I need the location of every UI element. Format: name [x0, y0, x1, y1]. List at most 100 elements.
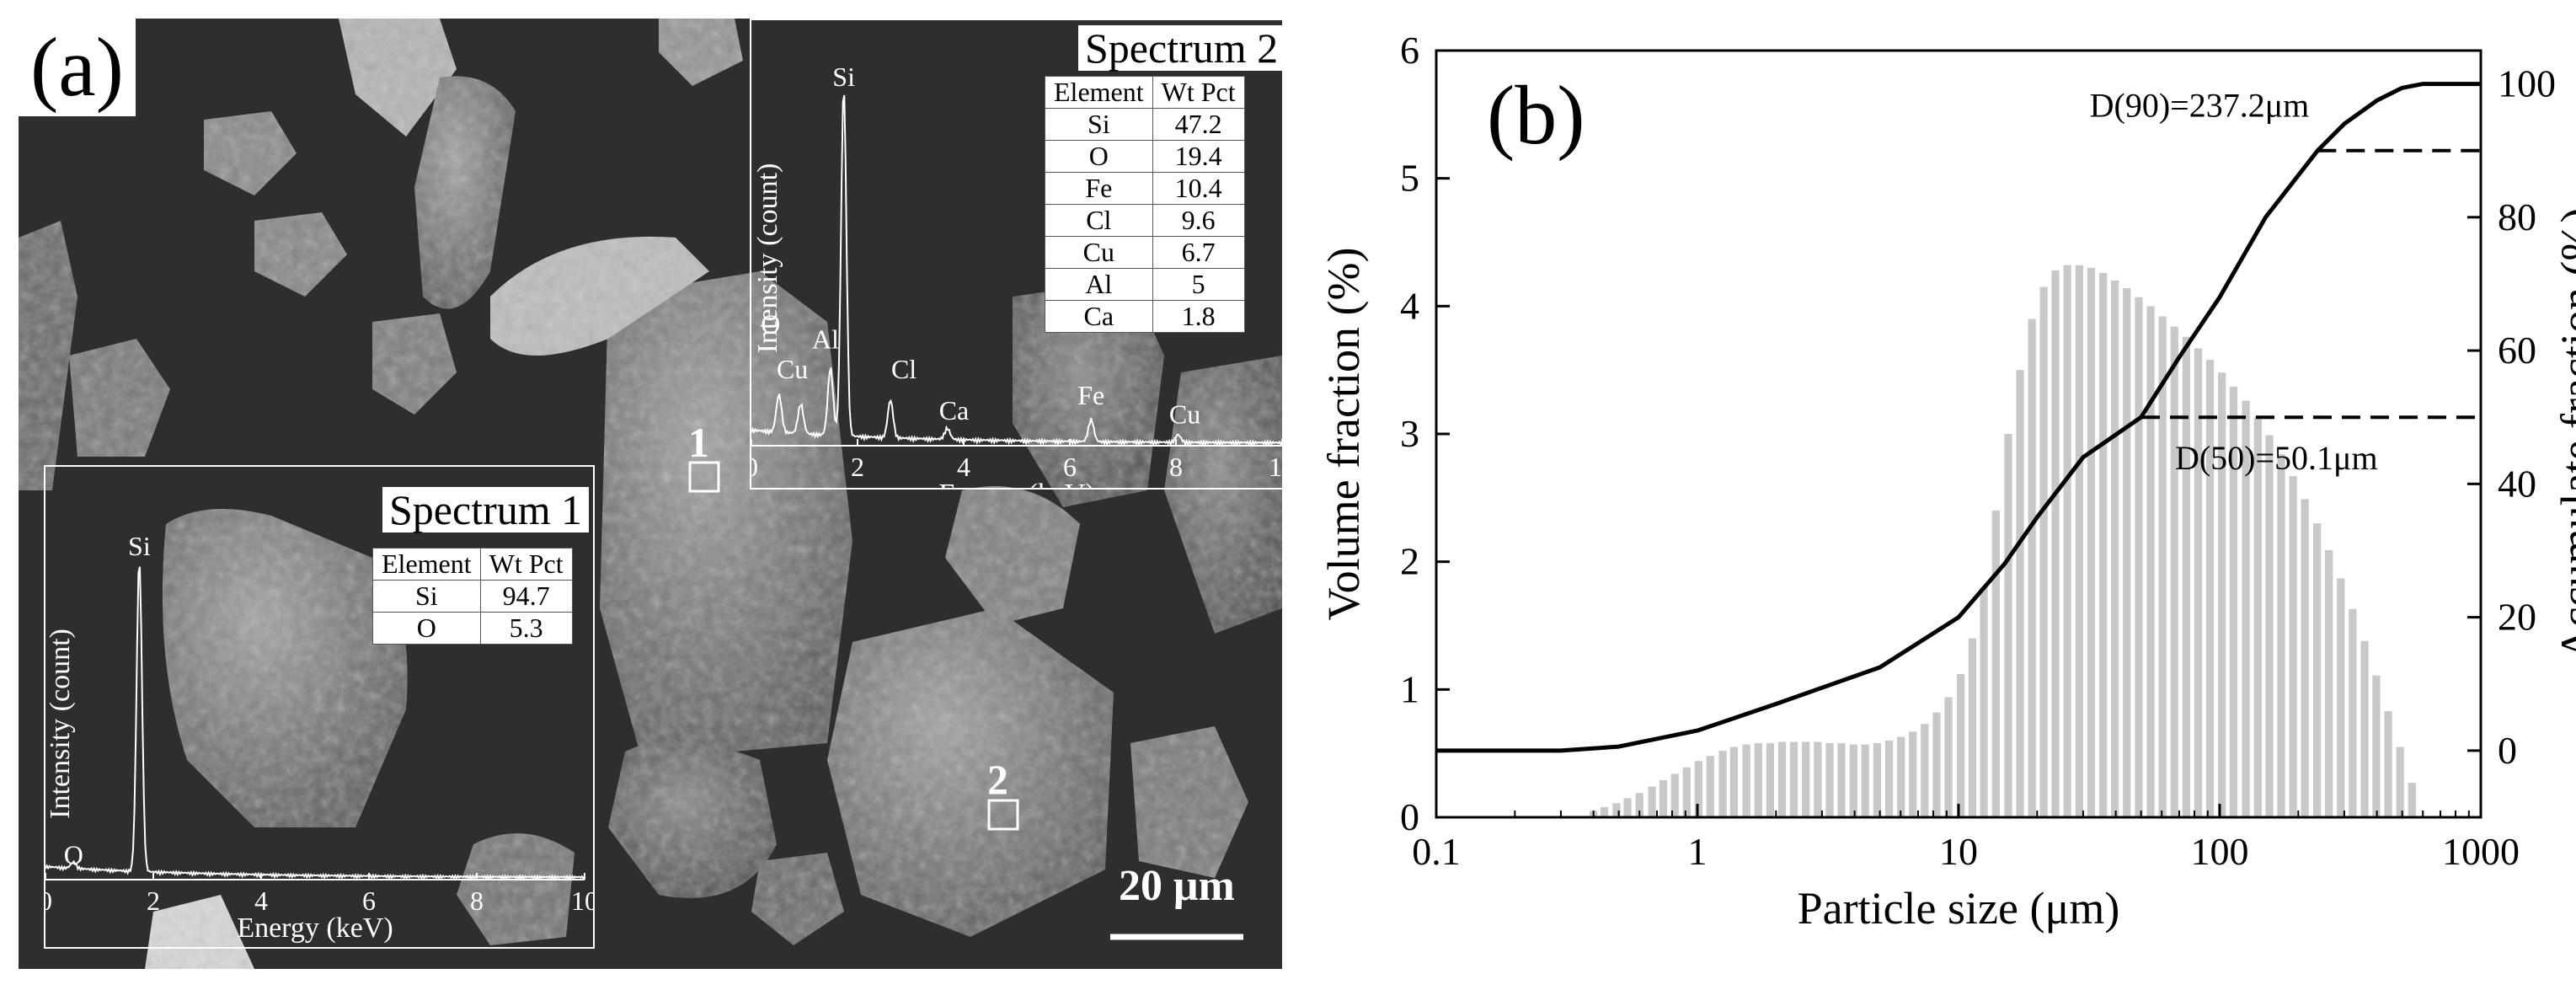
bar: [1623, 798, 1632, 817]
psd-panel: D(90)=237.2μm D(50)=50.1μm 0.1 1 10 100 1000 Pa…: [1280, 0, 2576, 986]
bar: [2194, 348, 2203, 818]
spectrum-1-inset: 0 2 4 6 8 10 Energy (keV) Intensity (count) Si O …: [44, 465, 595, 949]
spectrum-1-trace: [45, 566, 585, 881]
bar: [1957, 674, 1965, 817]
bar: [2372, 675, 2381, 817]
bar: [1729, 747, 1738, 817]
bar: [1932, 712, 1941, 817]
region-2-marker: [987, 799, 1019, 831]
bar: [2337, 578, 2345, 817]
bar: [2182, 336, 2190, 817]
bar: [1789, 741, 1798, 817]
sem-panel: 1 2 20 μm (a) 0 2 4 6 8 10 Energy (keV) Intensi…: [19, 19, 1282, 969]
x-tick-label: 10: [1939, 830, 1978, 873]
spectrum-1-table-row: O 5.3: [372, 612, 573, 645]
bar: [1814, 741, 1822, 817]
bar: [2384, 711, 2392, 817]
spectrum-2-table-row: O 19.4: [1045, 140, 1245, 173]
y-tick-label: 3: [1400, 412, 1419, 455]
bar: [1873, 743, 1882, 817]
y2-tick-label: 80: [2498, 195, 2536, 238]
x-axis-label: Particle size (μm): [1798, 883, 2120, 934]
annotation-label: D(90)=237.2μm: [2090, 87, 2310, 125]
spectrum-2-table-row: Al 5: [1045, 268, 1245, 301]
particle-1: [600, 271, 852, 760]
bar: [2408, 783, 2416, 817]
wt-pct-cell: 10.4: [1152, 172, 1245, 205]
spectrum-1-x-tick-label: 0: [45, 886, 52, 916]
bar: [2229, 386, 2238, 817]
bar: [1670, 773, 1679, 817]
wt-pct-cell: 9.6: [1152, 204, 1245, 237]
y2-tick-label: 0: [2498, 729, 2517, 772]
x-tick-label: 1: [1688, 830, 1708, 873]
bar: [2111, 281, 2119, 817]
y-tick-label: 1: [1400, 667, 1419, 710]
element-cell: O: [1045, 140, 1153, 173]
spectrum-1-table-header: Element Wt Pct: [372, 548, 573, 581]
wt-pct-cell: 5: [1152, 268, 1245, 301]
wt-pct-cell: 5.3: [479, 612, 573, 645]
bar: [1921, 724, 1929, 817]
y-tick-label: 4: [1400, 284, 1419, 327]
bar: [2158, 316, 2167, 817]
bar: [2242, 400, 2250, 817]
bar: [2301, 499, 2309, 817]
bar: [2360, 640, 2369, 817]
element-cell: Si: [372, 580, 481, 613]
bar: [1968, 638, 1977, 817]
x-tick-label: 1000: [2442, 830, 2520, 873]
spectrum-1-table: Element Wt Pct Si 94.7 O 5.3: [372, 548, 573, 645]
wt-pct-cell: 6.7: [1152, 236, 1245, 269]
bar: [1742, 744, 1750, 817]
spectrum-1-x-tick-label: 4: [254, 886, 268, 916]
flake-particle: [490, 236, 709, 356]
spectrum-2-x-tick-label: 2: [851, 452, 864, 482]
spectrum-2-title: Spectrum 2: [1078, 25, 1282, 71]
element-cell: Fe: [1045, 172, 1153, 205]
y-tick-label: 0: [1400, 795, 1419, 838]
bar: [1682, 767, 1691, 817]
spectrum-1-x-tick-label: 6: [362, 886, 376, 916]
spectrum-1-x-tick-label: 8: [470, 886, 484, 916]
bar: [2063, 265, 2071, 817]
peak-label: Si: [832, 62, 855, 92]
spectrum-2-y-label: Intensity (count): [752, 163, 783, 354]
bar: [2170, 326, 2178, 818]
y-axis-label: Volume fraction (%): [1318, 248, 1369, 621]
bar: [1754, 743, 1762, 817]
element-cell: Cu: [1045, 236, 1153, 269]
bar: [2396, 747, 2404, 817]
bar: [1802, 741, 1810, 817]
scale-bar-label: 20 μm: [1119, 862, 1235, 910]
spectrum-2-table-row: Ca 1.8: [1045, 300, 1245, 333]
bar: [1849, 744, 1857, 817]
panel-b-label: (b): [1487, 68, 1585, 162]
wt-pct-cell: 19.4: [1152, 140, 1245, 173]
y2-tick-label: 60: [2498, 329, 2536, 372]
bar: [2099, 272, 2108, 817]
bar: [2265, 435, 2274, 817]
panel-a-label: (a): [19, 19, 136, 116]
bar: [1884, 741, 1894, 817]
wt-pct-header: Wt Pct: [1152, 76, 1245, 109]
peak-label: Cl: [891, 354, 917, 384]
bar: [1694, 761, 1702, 817]
bar: [2253, 417, 2262, 817]
element-cell: Al: [1045, 268, 1153, 301]
peak-label: Cu: [1169, 399, 1200, 429]
particle-2: [827, 608, 1114, 937]
bar: [1718, 751, 1727, 817]
y2-axis-label: Accumulate fraction (%): [2552, 208, 2576, 661]
spectrum-1-x-tick-label: 2: [147, 886, 160, 916]
element-cell: O: [372, 612, 481, 645]
spectrum-2-table: Element Wt Pct Si 47.2 O 19.4 Fe 10.4 Cl 9.6 Cu 6.7…: [1045, 76, 1245, 333]
spectrum-1-x-label: Energy (keV): [237, 912, 393, 944]
spectrum-2-x-tick-label: 10: [1269, 452, 1282, 482]
bar: [2051, 270, 2060, 817]
peak-label: Si: [128, 531, 151, 561]
spectrum-2-x-tick-label: 4: [957, 452, 970, 482]
y2-tick-label: 40: [2498, 462, 2536, 505]
